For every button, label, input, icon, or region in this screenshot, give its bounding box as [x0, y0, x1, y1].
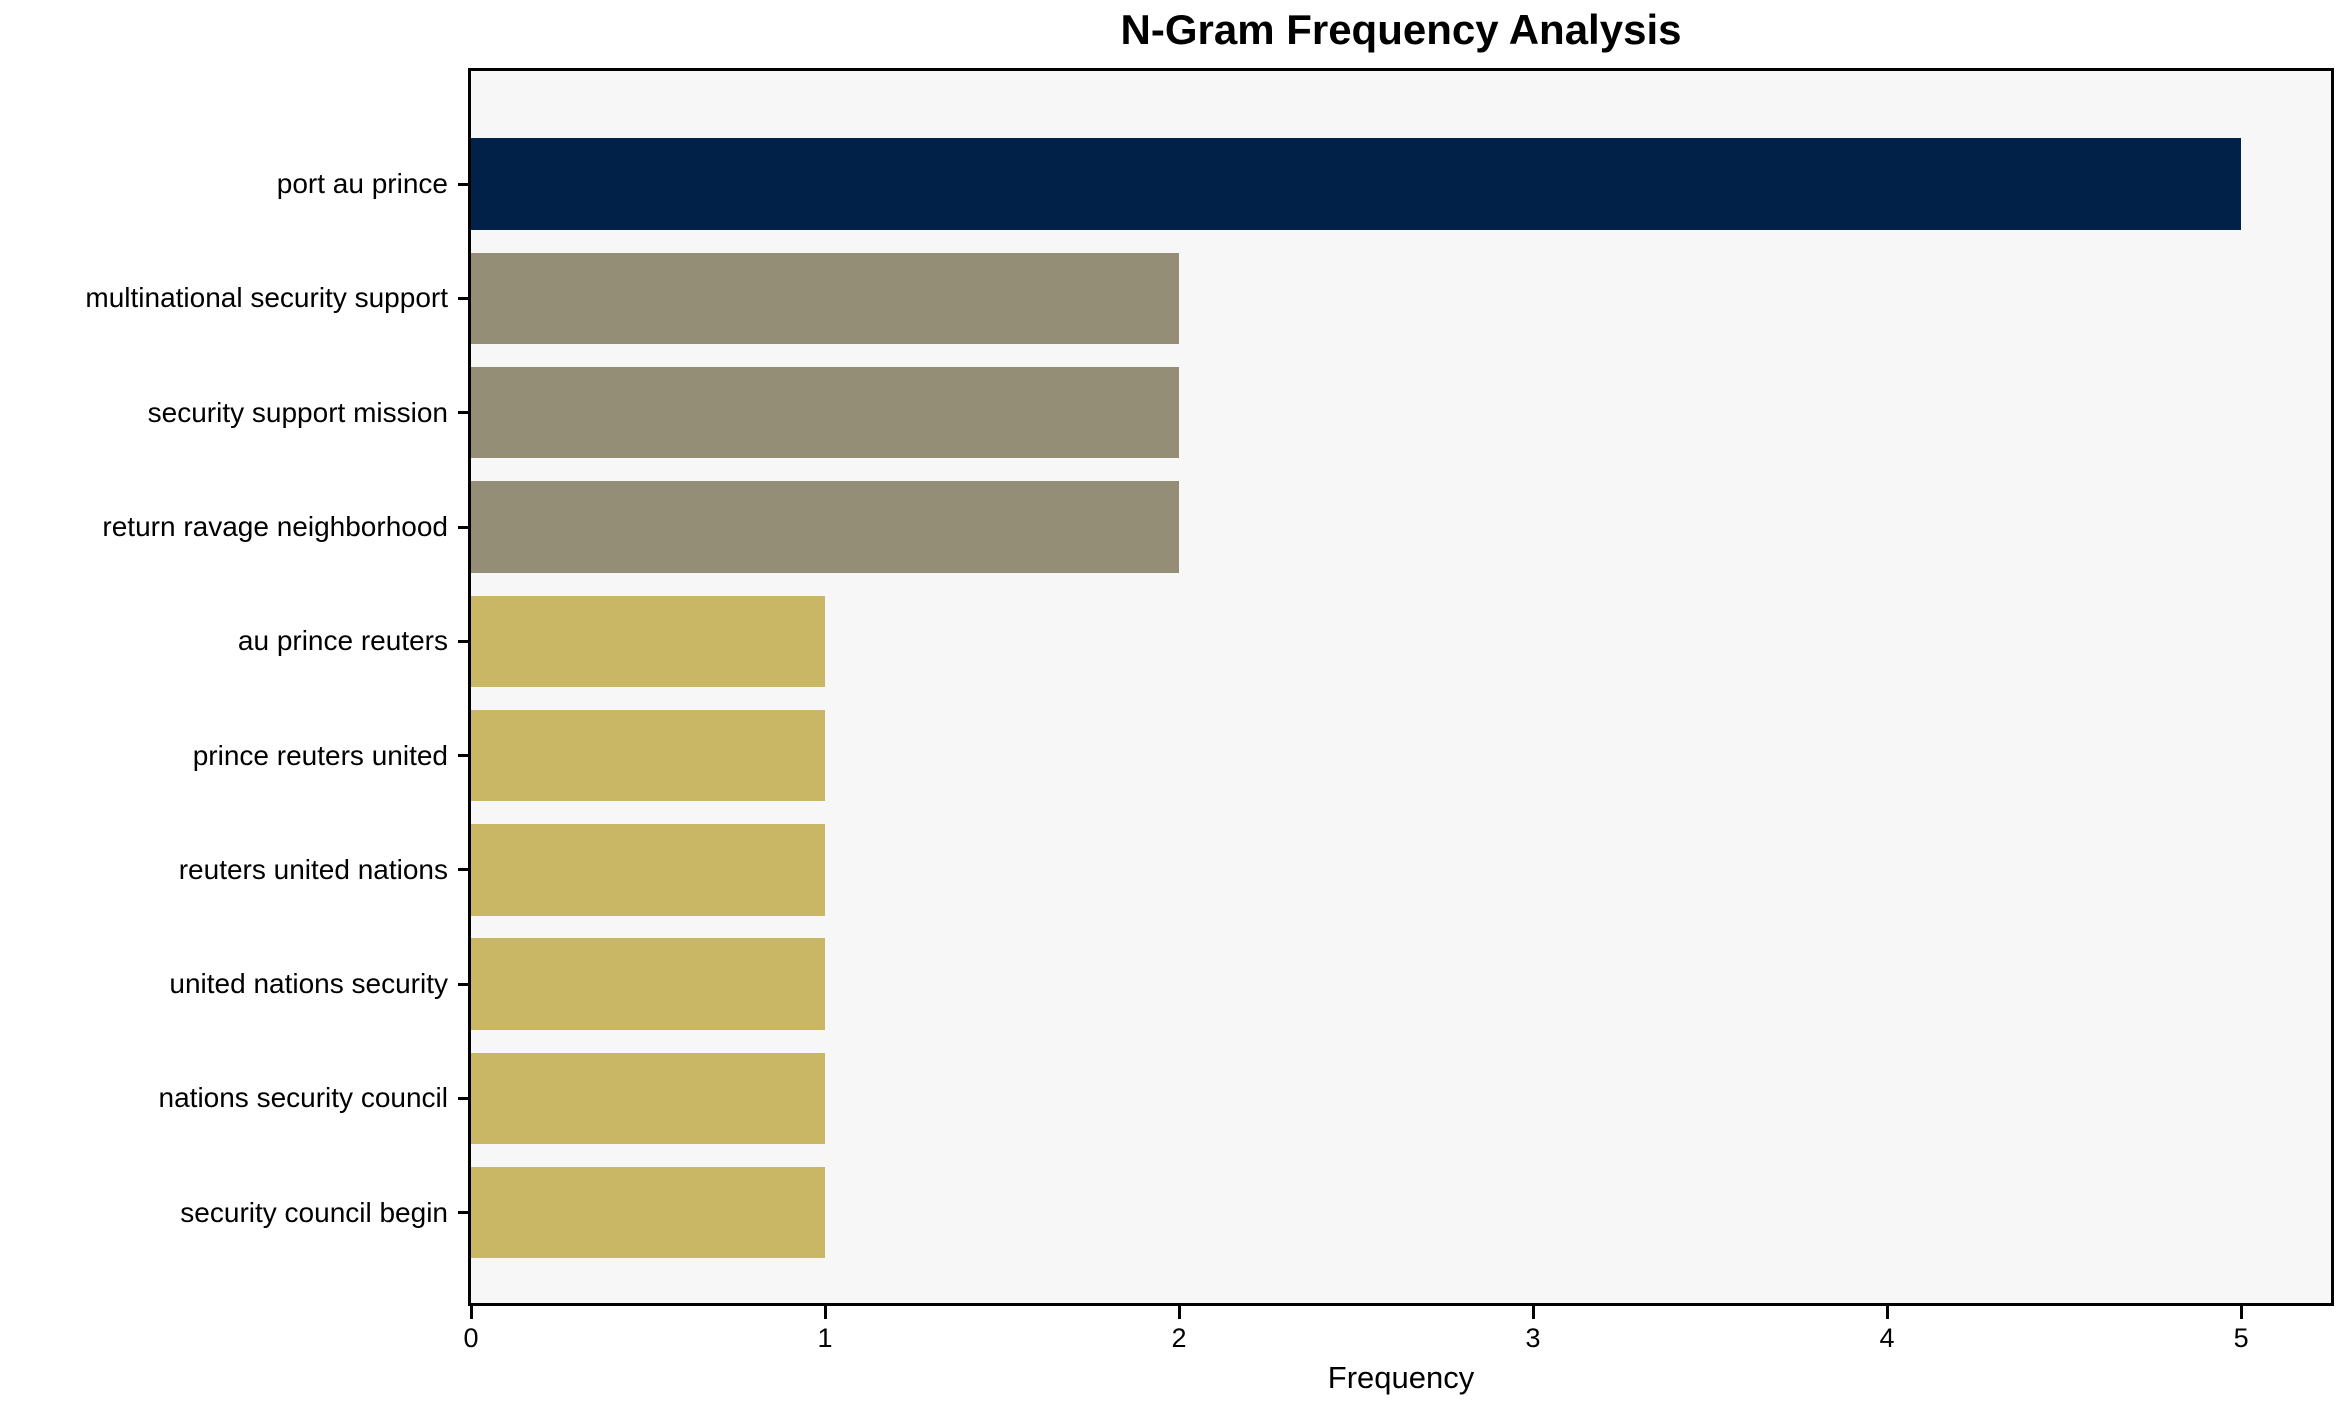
x-tick [469, 1306, 473, 1319]
chart-title: N-Gram Frequency Analysis [1120, 6, 1682, 53]
bar [471, 938, 826, 1030]
y-tick [458, 296, 468, 300]
y-tick [458, 754, 468, 758]
x-tick [823, 1306, 827, 1319]
bar [471, 824, 826, 916]
bar [471, 481, 1180, 573]
y-tick [458, 182, 468, 186]
y-tick [458, 411, 468, 415]
y-tick [458, 1096, 468, 1100]
x-tick-label: 0 [463, 1323, 479, 1353]
category-label: united nations security [169, 968, 448, 1000]
x-tick-label: 2 [1171, 1323, 1187, 1353]
category-label: prince reuters united [192, 739, 448, 771]
bar [471, 367, 1180, 459]
bar [471, 1167, 826, 1259]
bar [471, 709, 826, 802]
x-tick [2239, 1306, 2243, 1319]
category-label: security support mission [147, 396, 448, 428]
category-label: multinational security support [85, 282, 448, 314]
category-label: security council begin [180, 1196, 448, 1228]
x-axis-label: Frequency [1327, 1360, 1475, 1395]
category-label: au prince reuters [237, 625, 448, 657]
x-tick-label: 5 [2233, 1323, 2249, 1353]
y-tick [458, 982, 468, 986]
plot-area [468, 68, 2334, 1306]
y-tick [458, 639, 468, 643]
bar [471, 1052, 826, 1145]
bar [471, 252, 1180, 345]
y-tick [458, 525, 468, 529]
y-tick [458, 1211, 468, 1215]
bar [471, 595, 826, 687]
x-tick-label: 1 [817, 1323, 833, 1353]
y-tick [458, 868, 468, 872]
x-tick [1531, 1306, 1535, 1319]
bar [471, 138, 2242, 230]
x-tick-label: 4 [1879, 1323, 1895, 1353]
x-tick [1177, 1306, 1181, 1319]
category-label: port au prince [276, 168, 448, 200]
x-tick [1885, 1306, 1889, 1319]
category-label: reuters united nations [178, 853, 448, 885]
category-label: return ravage neighborhood [102, 511, 448, 542]
category-label: nations security council [158, 1082, 448, 1114]
x-tick-label: 3 [1525, 1323, 1541, 1353]
